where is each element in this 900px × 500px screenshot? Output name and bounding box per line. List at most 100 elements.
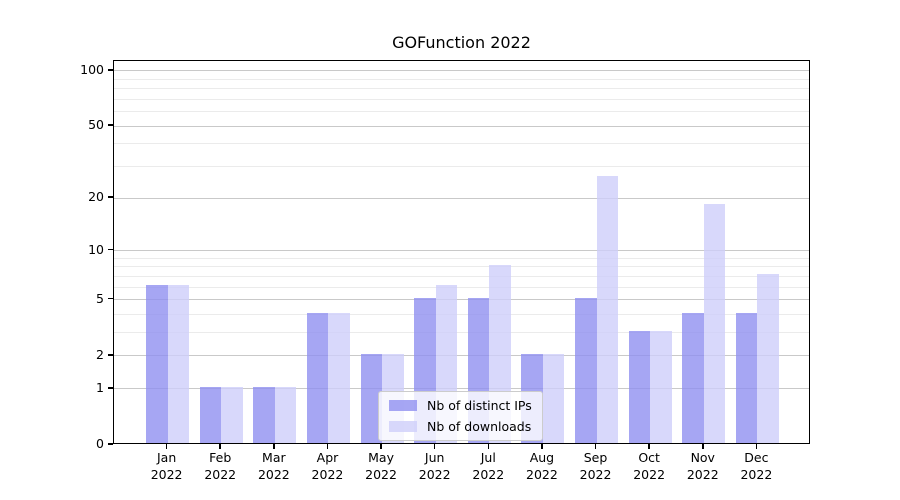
legend-item-downloads: Nb of downloads xyxy=(389,419,532,434)
y-tick-mark xyxy=(108,248,113,251)
y-tick-mark xyxy=(108,297,113,300)
bar-may-distinct-ips xyxy=(360,353,383,443)
x-tick-label: May 2022 xyxy=(349,449,413,483)
bar-sep-distinct-ips xyxy=(575,297,597,443)
x-tick-month: Mar xyxy=(262,450,286,465)
x-tick-mark xyxy=(541,444,543,449)
x-tick-year: 2022 xyxy=(365,467,397,482)
x-tick-mark xyxy=(326,444,329,449)
y-tick-label: 1 xyxy=(96,379,104,395)
legend-item-distinct-ips: Nb of distinct IPs xyxy=(389,398,532,413)
x-tick-month: Apr xyxy=(316,450,339,465)
x-tick-mark xyxy=(648,444,650,449)
x-tick-label: Dec 2022 xyxy=(724,449,788,483)
x-tick-mark xyxy=(219,444,221,449)
y-tick-mark xyxy=(108,354,113,356)
x-tick-mark xyxy=(755,444,758,449)
x-tick-year: 2022 xyxy=(311,467,344,482)
x-tick-mark xyxy=(165,444,168,449)
x-tick-label: Jun 2022 xyxy=(403,449,467,483)
x-tick-month: Jun xyxy=(424,450,445,465)
legend-label-distinct-ips: Nb of distinct IPs xyxy=(427,398,532,413)
bar-jan-downloads xyxy=(167,285,190,443)
y-tick-label: 0 xyxy=(96,436,104,451)
bar-oct-downloads xyxy=(650,330,672,443)
x-tick-label: Sep 2022 xyxy=(564,449,628,483)
bar-nov-distinct-ips xyxy=(682,312,704,443)
x-tick-label: Jan 2022 xyxy=(135,449,199,483)
minor-gridline xyxy=(114,98,809,100)
minor-gridline xyxy=(114,286,809,288)
x-tick-month: Dec xyxy=(744,450,769,465)
minor-gridline xyxy=(114,143,809,145)
y-tick-mark xyxy=(108,69,113,71)
x-tick-mark xyxy=(433,444,436,449)
x-tick-mark xyxy=(702,444,704,449)
y-tick-label: 10 xyxy=(88,241,104,257)
bars-layer xyxy=(114,61,809,443)
x-tick-month: Oct xyxy=(638,450,660,465)
legend-label-downloads: Nb of downloads xyxy=(427,419,532,434)
x-tick-label: Apr 2022 xyxy=(295,449,359,483)
x-tick-year: 2022 xyxy=(204,467,237,482)
legend: Nb of distinct IPs Nb of downloads xyxy=(378,391,543,441)
minor-gridline xyxy=(114,166,809,168)
x-tick-year: 2022 xyxy=(150,467,183,482)
x-tick-month: Feb xyxy=(209,450,232,465)
y-tick-mark xyxy=(108,443,113,445)
x-tick-mark xyxy=(594,444,597,449)
y-tick-label: 2 xyxy=(96,346,104,362)
major-gridline xyxy=(114,250,809,252)
minor-gridline xyxy=(114,78,809,80)
y-tick-label: 100 xyxy=(80,61,104,77)
chart-title: GOFunction 2022 xyxy=(392,33,531,52)
x-tick-label: Mar 2022 xyxy=(242,449,306,483)
x-tick-month: Aug xyxy=(529,450,555,465)
y-tick-mark xyxy=(108,196,113,198)
major-gridline xyxy=(114,355,809,357)
x-tick-year: 2022 xyxy=(633,467,666,482)
bar-dec-downloads xyxy=(757,274,779,443)
x-tick-year: 2022 xyxy=(257,467,290,482)
bar-nov-downloads xyxy=(703,204,726,443)
minor-gridline xyxy=(114,111,809,113)
plot-area: Nb of distinct IPs Nb of downloads xyxy=(113,60,810,444)
minor-gridline xyxy=(114,332,809,334)
x-tick-mark xyxy=(273,444,275,449)
bar-apr-downloads xyxy=(328,312,350,443)
major-gridline xyxy=(114,70,809,72)
x-tick-year: 2022 xyxy=(686,467,719,482)
x-tick-month: Jul xyxy=(480,450,496,465)
x-tick-label: Aug 2022 xyxy=(510,449,574,483)
y-tick-label: 50 xyxy=(88,117,104,133)
x-tick-mark xyxy=(380,444,382,449)
y-tick-label: 5 xyxy=(96,290,104,306)
y-tick-label: 20 xyxy=(88,189,104,205)
y-tick-mark xyxy=(108,124,113,126)
y-tick-mark xyxy=(108,387,113,389)
bar-sep-downloads xyxy=(596,175,619,443)
x-tick-label: Nov 2022 xyxy=(671,449,735,483)
minor-gridline xyxy=(114,314,809,315)
bar-aug-downloads xyxy=(542,353,565,443)
legend-swatch-downloads-icon xyxy=(389,421,417,432)
x-tick-year: 2022 xyxy=(418,467,451,482)
bar-feb-distinct-ips xyxy=(199,386,222,443)
bar-feb-downloads xyxy=(221,386,243,443)
bar-dec-distinct-ips xyxy=(735,312,758,443)
minor-gridline xyxy=(114,88,809,90)
x-tick-year: 2022 xyxy=(472,467,505,482)
minor-gridline xyxy=(114,275,809,277)
x-tick-month: Nov xyxy=(690,450,715,465)
bar-oct-distinct-ips xyxy=(628,330,651,443)
minor-gridline xyxy=(114,266,809,268)
major-gridline xyxy=(114,299,809,301)
major-gridline xyxy=(114,197,809,199)
x-tick-label: Jul 2022 xyxy=(456,449,520,483)
major-gridline xyxy=(114,125,809,127)
bar-mar-downloads xyxy=(274,386,297,443)
bar-apr-distinct-ips xyxy=(306,312,329,443)
x-tick-year: 2022 xyxy=(526,467,558,482)
x-tick-month: Sep xyxy=(583,450,608,465)
